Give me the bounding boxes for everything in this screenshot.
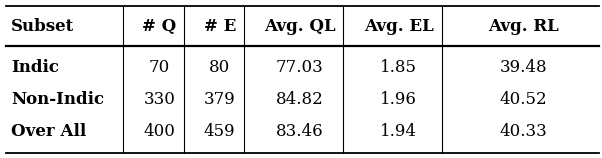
Text: Over All: Over All: [11, 123, 86, 140]
Text: Avg. QL: Avg. QL: [264, 18, 335, 35]
Text: 379: 379: [204, 91, 235, 108]
Text: 70: 70: [149, 59, 170, 76]
Text: 459: 459: [204, 123, 235, 140]
Text: Non-Indic: Non-Indic: [11, 91, 104, 108]
Text: 80: 80: [209, 59, 231, 76]
Text: Subset: Subset: [11, 18, 74, 35]
Text: 400: 400: [144, 123, 175, 140]
Text: 39.48: 39.48: [500, 59, 548, 76]
Text: # Q: # Q: [143, 18, 176, 35]
Text: Indic: Indic: [11, 59, 59, 76]
Text: 330: 330: [144, 91, 175, 108]
Text: 1.94: 1.94: [380, 123, 417, 140]
Text: 1.85: 1.85: [380, 59, 417, 76]
Text: Avg. EL: Avg. EL: [364, 18, 433, 35]
Text: 1.96: 1.96: [380, 91, 417, 108]
Text: 40.33: 40.33: [500, 123, 548, 140]
Text: 83.46: 83.46: [276, 123, 323, 140]
Text: 77.03: 77.03: [276, 59, 323, 76]
Text: Avg. RL: Avg. RL: [488, 18, 559, 35]
Text: 40.52: 40.52: [500, 91, 548, 108]
Text: # E: # E: [203, 18, 236, 35]
Text: 84.82: 84.82: [276, 91, 323, 108]
